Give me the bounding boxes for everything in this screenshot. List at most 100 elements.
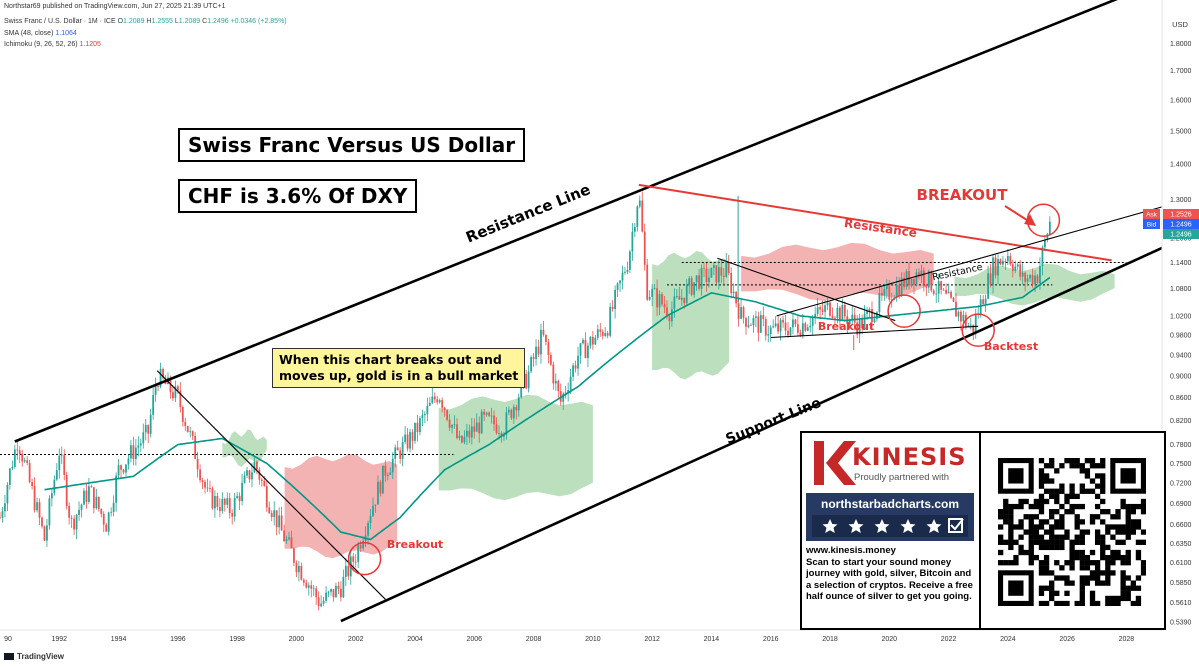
y-tick-label: 0.5390: [1170, 619, 1192, 626]
candle-body: [263, 480, 266, 486]
ichimoku-legend[interactable]: Ichimoku (9, 26, 52, 26) 1.1205: [4, 41, 101, 48]
candle-body: [1009, 255, 1012, 265]
candle-body: [596, 329, 599, 338]
northstar-site: northstarbadcharts.com: [820, 497, 960, 511]
candle-body: [604, 333, 607, 336]
candle-body: [211, 488, 214, 509]
candle-body: [451, 424, 453, 428]
qr-module: [1008, 503, 1014, 510]
qr-module: [1105, 554, 1111, 561]
qr-module: [1018, 524, 1024, 530]
y-tick-label: 0.9400: [1170, 353, 1192, 360]
price-axis-bg: [1162, 0, 1199, 667]
last-tag-value-bg: [1163, 229, 1199, 239]
candle-body: [648, 296, 651, 300]
qr-module: [1094, 575, 1101, 581]
kinesis-ad[interactable]: KINESIS Proudly partnered with northstar…: [800, 431, 1166, 630]
candle-body: [256, 461, 258, 470]
qr-module: [1125, 529, 1131, 535]
candle-body: [172, 392, 174, 399]
qr-module: [1130, 600, 1136, 606]
candle-body: [624, 272, 626, 273]
kinesis-partner-text: Proudly partnered with: [854, 472, 950, 483]
qr-module: [1028, 549, 1034, 556]
gold-note-line1: When this chart breaks out and: [279, 352, 502, 367]
candle-body: [824, 305, 826, 312]
qr-module: [1049, 524, 1055, 530]
qr-module: [1094, 529, 1101, 535]
qr-module: [1074, 524, 1080, 530]
ichimoku-clouds: [222, 242, 1115, 559]
qr-module: [1130, 503, 1136, 510]
gold-note-line2: moves up, gold is in a bull market: [279, 368, 519, 383]
qr-module: [1028, 503, 1034, 510]
northstar-banner[interactable]: northstarbadcharts.com: [806, 493, 974, 541]
qr-module: [1003, 498, 1009, 505]
tradingview-logo[interactable]: TradingView: [4, 652, 64, 661]
rating-stars-icon: [812, 515, 968, 537]
candle-body: [507, 409, 510, 413]
candle-body: [918, 272, 920, 277]
qr-module: [1089, 514, 1096, 520]
qr-module: [1064, 590, 1070, 596]
x-tick-label: 2000: [289, 636, 305, 643]
candle-body: [6, 484, 9, 504]
y-tick-label: 0.7200: [1170, 480, 1192, 487]
breakout-arrow-shaft: [1004, 205, 1031, 223]
candle-body: [325, 592, 327, 601]
candle-body: [638, 200, 641, 207]
qr-module: [1120, 560, 1126, 566]
sma-legend[interactable]: SMA (48, close) 1.1064: [4, 30, 77, 37]
candle-body: [384, 465, 387, 476]
qr-module: [1084, 458, 1091, 464]
candle-body: [549, 355, 552, 365]
qr-module: [1105, 509, 1111, 515]
qr-code-icon[interactable]: [998, 458, 1146, 606]
qr-module: [1028, 544, 1034, 551]
qr-module: [1100, 478, 1106, 484]
qr-module: [1105, 560, 1111, 566]
candle-body: [693, 282, 696, 295]
qr-module: [1038, 534, 1045, 540]
qr-module: [1100, 580, 1106, 586]
candle-body: [552, 364, 555, 384]
candle-body: [987, 273, 989, 299]
candle-body: [527, 371, 530, 389]
candle-body: [787, 330, 789, 336]
qr-module: [1125, 503, 1131, 510]
candle-body: [332, 589, 335, 598]
qr-module: [1110, 534, 1116, 540]
qr-module: [1079, 503, 1085, 510]
highlight-circle: [961, 313, 995, 347]
candle-body: [320, 603, 323, 607]
candle-body: [656, 288, 658, 308]
qr-module: [1028, 554, 1034, 561]
ad-copy: www.kinesis.money Scan to start your sou…: [806, 545, 976, 603]
qr-module: [1043, 519, 1050, 525]
qr-module: [1043, 544, 1050, 551]
x-tick-label: 2014: [704, 636, 720, 643]
candle-body: [495, 424, 498, 434]
candle-body: [1024, 272, 1027, 282]
y-tick-label: 1.3000: [1170, 197, 1192, 204]
qr-module: [1079, 519, 1085, 525]
candle-body: [569, 376, 572, 391]
candle-body: [678, 296, 681, 300]
candle-body: [411, 432, 414, 441]
candle-body: [399, 450, 402, 459]
y-tick-label: 1.6000: [1170, 97, 1192, 104]
qr-module: [1074, 493, 1080, 500]
bid-tag-value-bg: [1163, 219, 1199, 229]
candle-body: [214, 495, 216, 509]
x-tick-label: 2004: [407, 636, 423, 643]
qr-module: [998, 509, 1004, 515]
qr-module: [1038, 483, 1045, 489]
qr-module: [1038, 498, 1045, 505]
candle-body: [957, 311, 960, 317]
qr-module: [1130, 580, 1136, 586]
qr-module: [1089, 590, 1096, 596]
y-tick-label: 0.8600: [1170, 395, 1192, 402]
candle-body: [816, 307, 819, 314]
qr-module: [1100, 534, 1106, 540]
